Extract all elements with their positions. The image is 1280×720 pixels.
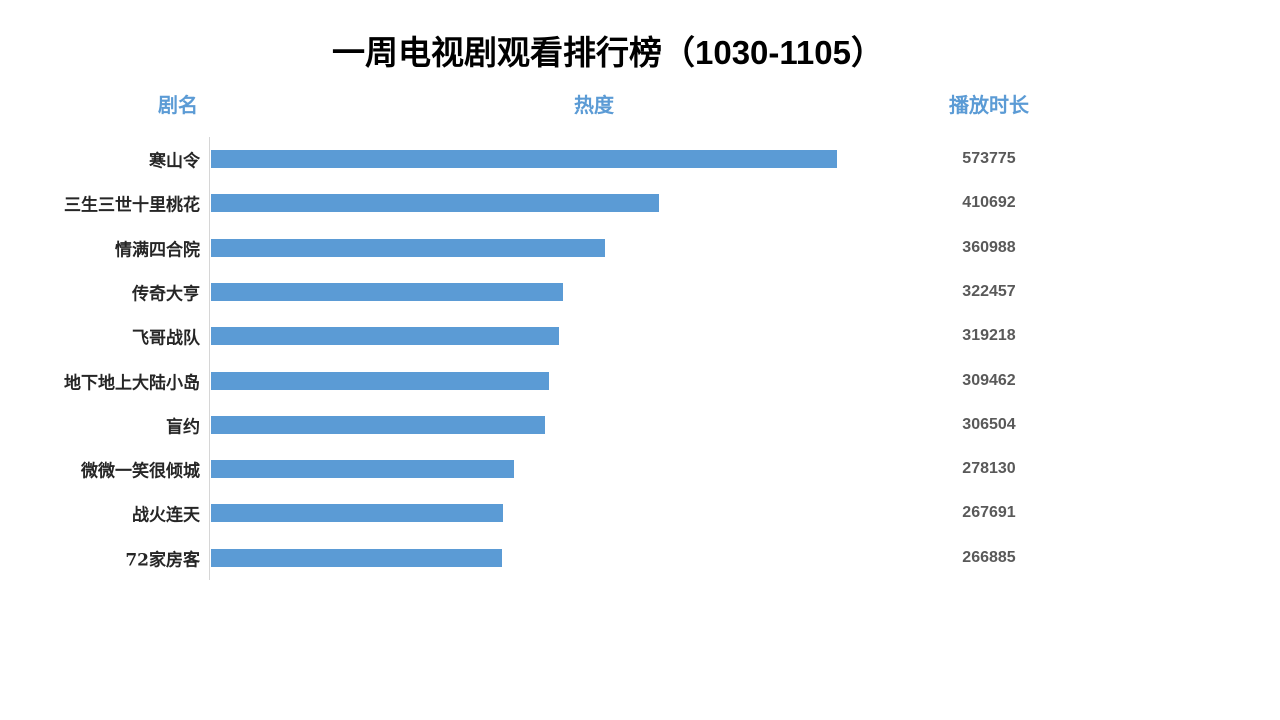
heat-bar xyxy=(211,194,659,213)
play-duration-value: 319218 xyxy=(962,327,1016,345)
drama-name-label: 三生三世十里桃花 xyxy=(64,195,200,216)
drama-name-label: 盲约 xyxy=(166,417,200,438)
heat-bar xyxy=(211,282,563,301)
heat-bar xyxy=(211,460,514,479)
play-duration-value: 309462 xyxy=(962,371,1016,389)
drama-name-label: 寒山令 xyxy=(149,151,200,172)
play-duration-value: 573775 xyxy=(962,150,1016,167)
play-duration-value: 266885 xyxy=(962,548,1016,566)
heat-bar xyxy=(211,415,545,434)
drama-name-label: 情满四合院 xyxy=(115,240,200,261)
play-duration-value: 306504 xyxy=(962,415,1016,433)
category-axis-line xyxy=(209,137,210,580)
heat-bar xyxy=(211,504,503,523)
chart-title: 一周电视剧观看排行榜（1030-1105） xyxy=(332,34,884,71)
table-row: 寒山令 573775 xyxy=(0,137,1280,181)
heat-bar xyxy=(211,150,837,168)
play-duration-value: 410692 xyxy=(962,194,1016,212)
drama-name-label: 战火连天 xyxy=(132,505,200,526)
heat-bar xyxy=(211,548,502,567)
column-header-play-duration: 播放时长 xyxy=(949,95,1029,117)
bar-chart-plot-area: 寒山令 573775 三生三世十里桃花 410692 情满四合院 360988 传奇大亨 32… xyxy=(0,137,1280,580)
play-duration-value: 360988 xyxy=(962,238,1016,256)
table-row: 战火连天 267691 xyxy=(0,491,1280,535)
table-row: 飞哥战队 319218 xyxy=(0,314,1280,358)
drama-name-label: 微微一笑很倾城 xyxy=(81,461,200,482)
play-duration-value: 267691 xyxy=(962,504,1016,522)
play-duration-value: 322457 xyxy=(962,282,1016,300)
drama-name-label: 地下地上大陆小岛 xyxy=(64,373,200,393)
table-row: 盲约 306504 xyxy=(0,403,1280,447)
table-row: 情满四合院 360988 xyxy=(0,226,1280,270)
drama-name-label: 飞哥战队 xyxy=(132,328,200,349)
heat-bar xyxy=(211,238,605,257)
column-header-heat: 热度 xyxy=(574,95,614,117)
heat-bar xyxy=(211,327,559,346)
table-row: 地下地上大陆小岛 309462 xyxy=(0,359,1280,403)
column-header-drama-name: 剧名 xyxy=(158,95,198,117)
table-row: 微微一笑很倾城 278130 xyxy=(0,447,1280,491)
drama-name-label: 72家房客 xyxy=(125,550,200,571)
table-row: 三生三世十里桃花 410692 xyxy=(0,181,1280,225)
play-duration-value: 278130 xyxy=(962,460,1016,478)
drama-name-label: 传奇大亨 xyxy=(132,284,200,305)
heat-bar xyxy=(211,371,549,390)
table-row: 72家房客 266885 xyxy=(0,536,1280,580)
table-row: 传奇大亨 322457 xyxy=(0,270,1280,314)
